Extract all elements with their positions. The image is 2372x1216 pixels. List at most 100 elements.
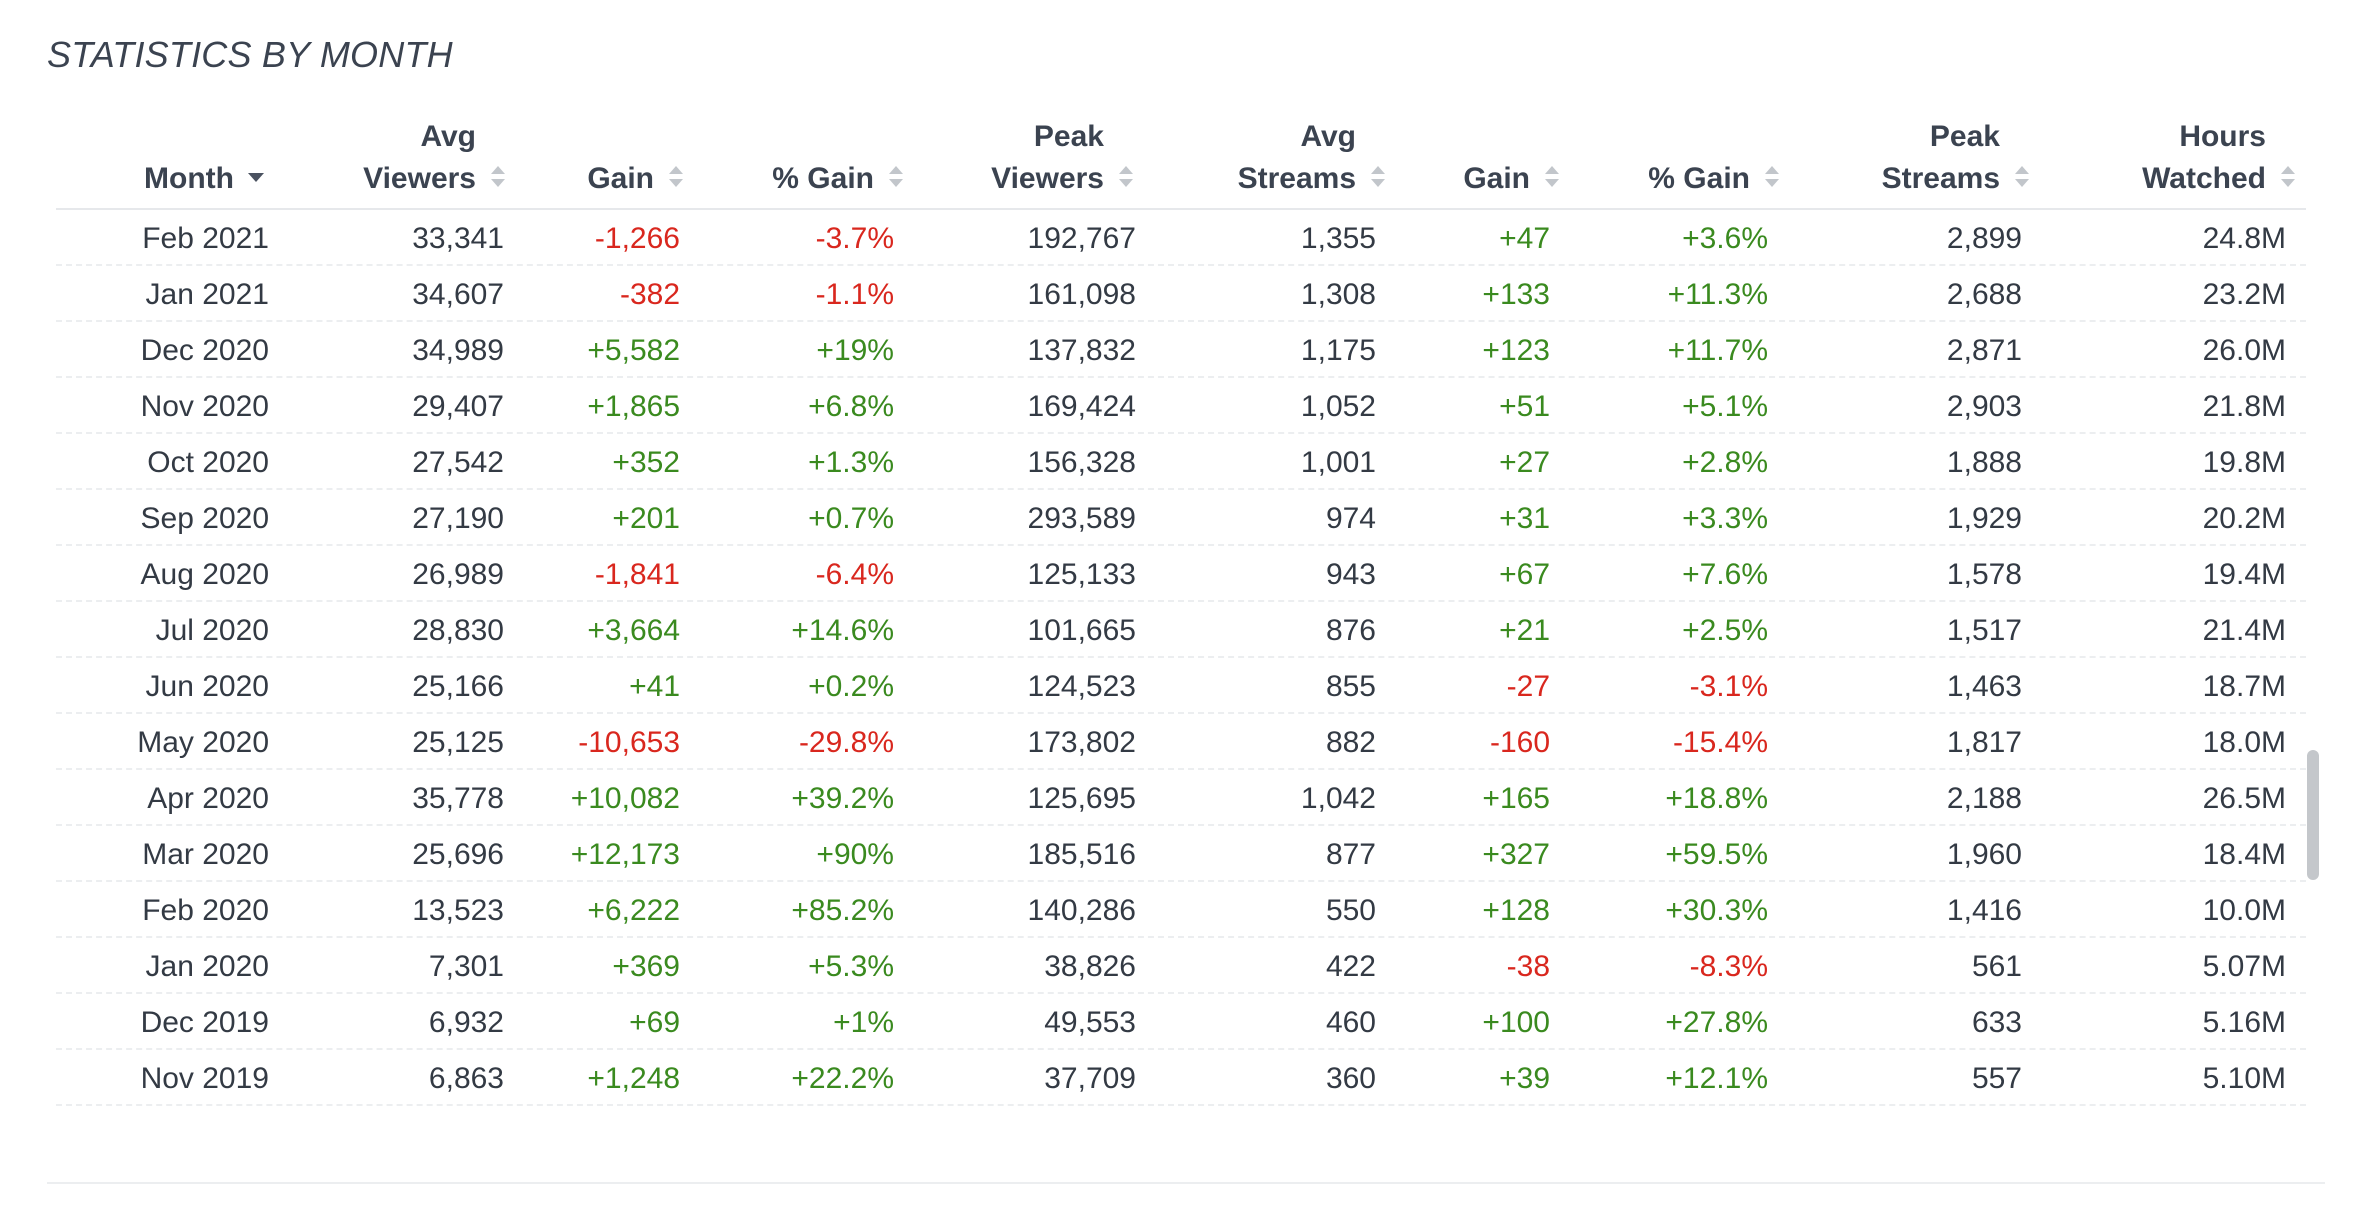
table-row: Jan 2020 7,301 +369 +5.3% 38,826 422 -38 -8.3% 5…: [56, 938, 2306, 994]
cell-streams-pct-gain: +7.6%: [1682, 558, 1768, 591]
cell-month: Jun 2020: [145, 670, 269, 703]
column-header-gain[interactable]: Gain: [587, 116, 690, 200]
cell-pct-gain: -3.7%: [815, 222, 894, 255]
cell-streams-pct-gain: +3.3%: [1682, 502, 1768, 535]
cell-hours-watched: 10.0M: [2202, 894, 2286, 927]
sort-toggle-icon[interactable]: [884, 163, 910, 191]
sort-toggle-icon[interactable]: [1760, 163, 1786, 191]
table-row: Jul 2020 28,830 +3,664 +14.6% 101,665 876 +21 +…: [56, 602, 2306, 658]
table-scrollbar[interactable]: [2304, 210, 2320, 1120]
cell-peak-streams: 1,960: [1946, 838, 2022, 871]
cell-hours-watched: 18.7M: [2202, 670, 2286, 703]
cell-month: Apr 2020: [147, 782, 269, 815]
cell-avg-streams: 360: [1325, 1062, 1376, 1095]
cell-pct-gain: +85.2%: [791, 894, 894, 927]
table-row: Nov 2019 6,863 +1,248 +22.2% 37,709 360 +39 +12…: [56, 1050, 2306, 1106]
cell-streams-gain: +100: [1482, 1006, 1550, 1039]
column-header-label: % Gain: [772, 162, 874, 195]
column-header-label: Viewers: [991, 162, 1104, 195]
cell-streams-gain: -27: [1506, 670, 1550, 703]
cell-pct-gain: +1%: [833, 1006, 894, 1039]
cell-streams-pct-gain: +3.6%: [1682, 222, 1768, 255]
cell-hours-watched: 23.2M: [2202, 278, 2286, 311]
cell-peak-viewers: 124,523: [1027, 670, 1136, 703]
column-header-line1: Avg: [1300, 120, 1356, 153]
cell-streams-pct-gain: +59.5%: [1665, 838, 1768, 871]
table-row: Aug 2020 26,989 -1,841 -6.4% 125,133 943 +67 +7…: [56, 546, 2306, 602]
cell-streams-pct-gain: -3.1%: [1689, 670, 1768, 703]
table-row: Apr 2020 35,778 +10,082 +39.2% 125,695 1,042 +…: [56, 770, 2306, 826]
cell-streams-gain: +27: [1499, 446, 1550, 479]
cell-peak-viewers: 161,098: [1027, 278, 1136, 311]
table-row: Feb 2021 33,341 -1,266 -3.7% 192,767 1,355 +47…: [56, 210, 2306, 266]
column-header-line1: Avg: [420, 120, 476, 153]
cell-hours-watched: 5.10M: [2202, 1062, 2286, 1095]
column-header-label: Streams: [1881, 162, 2000, 195]
column-header-label: Watched: [2142, 162, 2266, 195]
cell-streams-gain: -160: [1489, 726, 1550, 759]
cell-peak-streams: 1,817: [1946, 726, 2022, 759]
cell-gain: -382: [619, 278, 680, 311]
cell-peak-viewers: 38,826: [1044, 950, 1136, 983]
sort-toggle-icon[interactable]: [2276, 163, 2302, 191]
cell-month: Aug 2020: [140, 558, 269, 591]
column-header-hours-watched[interactable]: Hours Watched: [2142, 116, 2302, 200]
table-row: May 2020 25,125 -10,653 -29.8% 173,802 882 -16…: [56, 714, 2306, 770]
sort-toggle-icon[interactable]: [2010, 163, 2036, 191]
column-header-pct-gain[interactable]: % Gain: [772, 116, 910, 200]
cell-peak-streams: 2,903: [1946, 390, 2022, 423]
sort-toggle-icon[interactable]: [664, 163, 690, 191]
table-row: Nov 2020 29,407 +1,865 +6.8% 169,424 1,052 +51…: [56, 378, 2306, 434]
column-header-streams-pct-gain[interactable]: % Gain: [1648, 116, 1786, 200]
cell-avg-viewers: 28,830: [412, 614, 504, 647]
cell-streams-gain: +128: [1482, 894, 1550, 927]
cell-hours-watched: 19.4M: [2202, 558, 2286, 591]
cell-streams-gain: +47: [1499, 222, 1550, 255]
cell-month: Mar 2020: [142, 838, 269, 871]
cell-peak-viewers: 125,695: [1027, 782, 1136, 815]
cell-hours-watched: 18.0M: [2202, 726, 2286, 759]
column-header-streams-gain[interactable]: Gain: [1463, 116, 1566, 200]
cell-avg-streams: 974: [1325, 502, 1376, 535]
cell-avg-streams: 460: [1325, 1006, 1376, 1039]
column-header-line1: [587, 116, 654, 158]
scrollbar-thumb[interactable]: [2307, 750, 2319, 880]
cell-pct-gain: +0.7%: [808, 502, 894, 535]
cell-avg-streams: 1,001: [1300, 446, 1376, 479]
cell-pct-gain: +0.2%: [808, 670, 894, 703]
column-header-peak-streams[interactable]: Peak Streams: [1882, 116, 2036, 200]
column-header-avg-streams[interactable]: Avg Streams: [1238, 116, 1392, 200]
sort-descending-icon[interactable]: [244, 165, 270, 189]
cell-gain: +201: [612, 502, 680, 535]
cell-streams-gain: +165: [1482, 782, 1550, 815]
cell-streams-gain: +21: [1499, 614, 1550, 647]
column-header-avg-viewers[interactable]: Avg Viewers: [363, 116, 512, 200]
sort-toggle-icon[interactable]: [486, 163, 512, 191]
sort-toggle-icon[interactable]: [1540, 163, 1566, 191]
cell-avg-viewers: 34,989: [412, 334, 504, 367]
column-header-line2-wrap: Watched: [2142, 158, 2302, 200]
sort-toggle-icon[interactable]: [1366, 163, 1392, 191]
cell-month: Dec 2019: [140, 1006, 269, 1039]
column-header-line2-wrap: % Gain: [1648, 158, 1786, 200]
cell-streams-gain: +327: [1482, 838, 1550, 871]
cell-gain: +6,222: [587, 894, 680, 927]
cell-avg-streams: 550: [1325, 894, 1376, 927]
column-header-line1: [144, 116, 234, 158]
column-header-peak-viewers[interactable]: Peak Viewers: [991, 116, 1140, 200]
column-header-line2-wrap: Viewers: [363, 158, 512, 200]
cell-month: Feb 2020: [142, 894, 269, 927]
cell-avg-streams: 876: [1325, 614, 1376, 647]
cell-peak-streams: 1,517: [1946, 614, 2022, 647]
cell-peak-streams: 633: [1971, 1006, 2022, 1039]
cell-streams-gain: +31: [1499, 502, 1550, 535]
cell-avg-viewers: 26,989: [412, 558, 504, 591]
sort-toggle-icon[interactable]: [1114, 163, 1140, 191]
column-header-line2-wrap: Month: [144, 158, 270, 200]
cell-month: Jul 2020: [155, 614, 269, 647]
cell-streams-pct-gain: +2.8%: [1682, 446, 1768, 479]
cell-month: Jan 2021: [145, 278, 269, 311]
table-row: Dec 2019 6,932 +69 +1% 49,553 460 +100 +27.8% 63…: [56, 994, 2306, 1050]
cell-streams-pct-gain: +30.3%: [1665, 894, 1768, 927]
column-header-month[interactable]: Month: [144, 116, 270, 200]
